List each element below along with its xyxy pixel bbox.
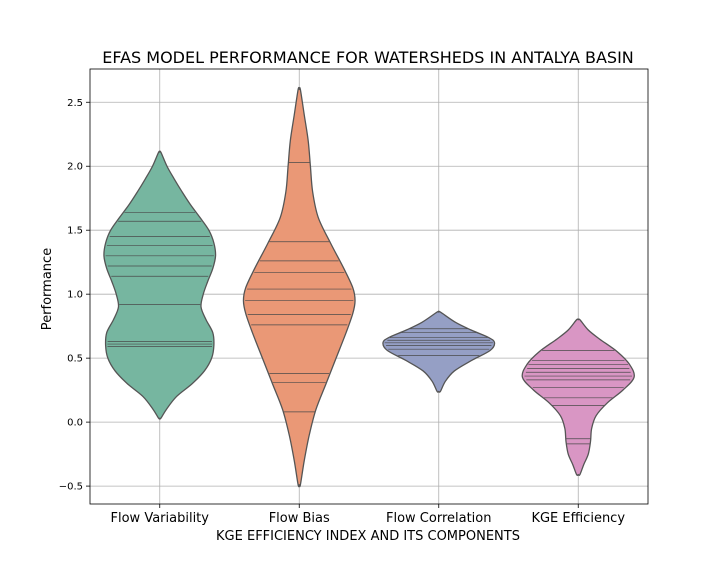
y-tick-label: 0.0 (67, 418, 83, 429)
x-tick-labels: Flow Variability Flow Bias Flow Correlatio… (111, 504, 625, 526)
x-tick-label: Flow Correlation (386, 511, 492, 526)
y-tick-label: 2.5 (67, 98, 83, 109)
y-tick-label: −0.5 (59, 482, 83, 493)
chart-title: EFAS MODEL PERFORMANCE FOR WATERSHEDS IN… (102, 48, 634, 67)
violin-kge-efficiency (521, 318, 635, 476)
y-tick-label: 1.0 (67, 290, 83, 301)
x-tick-label: KGE Efficiency (531, 511, 625, 526)
x-tick-label: Flow Variability (111, 511, 210, 526)
y-tick-label: 1.5 (67, 226, 83, 237)
x-axis-label: KGE EFFICIENCY INDEX AND ITS COMPONENTS (216, 529, 520, 544)
y-axis-label: Performance (40, 248, 55, 330)
violin-flow-bias (242, 86, 356, 488)
x-tick-label: Flow Bias (269, 511, 330, 526)
violin-layer (103, 86, 635, 488)
violin-flow-correlation (382, 310, 496, 393)
violin-flow-variability (103, 150, 217, 420)
y-tick-label: 0.5 (67, 354, 83, 365)
y-tick-label: 2.0 (67, 162, 83, 173)
plot-frame (89, 68, 649, 505)
y-tick-labels: −0.5 0.0 0.5 1.0 1.5 2.0 2.5 (59, 98, 90, 493)
